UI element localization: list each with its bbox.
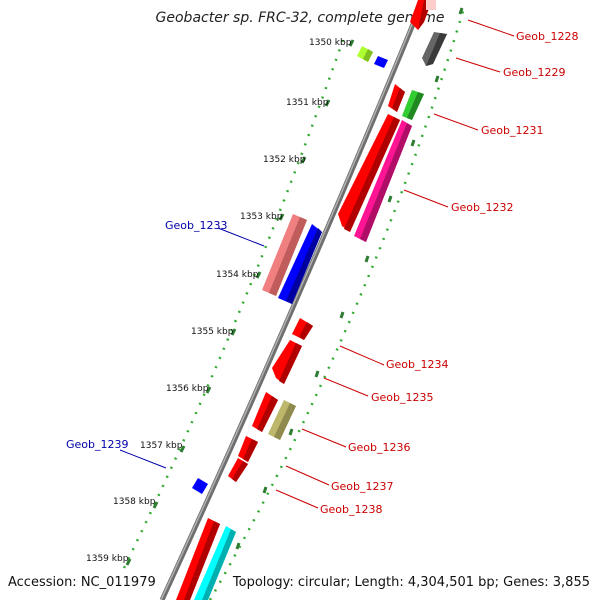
gene-arrow-geob-1239[interactable] (192, 478, 208, 494)
kbp-tick-label: 1357 kbp (140, 441, 183, 451)
gene-arrow-shade (360, 123, 412, 242)
leader-line (467, 19, 515, 37)
leader-line (433, 113, 479, 131)
gene-label-geob-1239[interactable]: Geob_1239 (66, 438, 129, 451)
gene-arrow-shade (274, 403, 296, 440)
kbp-tick-label: 1351 kbp (286, 98, 329, 108)
gene-label-geob-1237[interactable]: Geob_1237 (331, 480, 394, 493)
kbp-tick-label: 1355 kbp (191, 327, 234, 337)
gene-label-geob-1235[interactable]: Geob_1235 (371, 391, 434, 404)
leader-line (285, 465, 330, 486)
kbp-tick-label: 1358 kbp (113, 497, 156, 507)
gene-arrow-shade (202, 529, 236, 600)
gene-label-geob-1228[interactable]: Geob_1228 (516, 30, 579, 43)
kbp-tick-label: 1350 kbp (309, 38, 352, 48)
gene-label-geob-1229[interactable]: Geob_1229 (503, 66, 566, 79)
leader-line (323, 377, 369, 397)
kbp-tick-label: 1353 kbp (240, 212, 283, 222)
scale-track-left (122, 39, 345, 569)
kbp-tick-marks-right (235, 7, 464, 550)
gene-label-geob-1232[interactable]: Geob_1232 (451, 201, 514, 214)
accession-label: Accession: NC_011979 (8, 575, 156, 590)
gene-arrow-shade (426, 33, 447, 66)
genome-summary-label: Topology: circular; Length: 4,304,501 bp… (232, 575, 590, 590)
gene-arrow-shade (232, 461, 248, 482)
gene-label-geob-1236[interactable]: Geob_1236 (348, 441, 411, 454)
leader-line (275, 489, 319, 509)
gene-arrow-highlight (426, 0, 436, 10)
gene-arrow-shade (279, 343, 302, 384)
kbp-tick-marks-left (125, 39, 355, 566)
leader-line (217, 227, 265, 247)
leader-line (301, 428, 347, 448)
leader-line (403, 189, 449, 208)
kbp-tick-label: 1354 kbp (216, 270, 259, 280)
gene-label-geob-1233[interactable]: Geob_1233 (165, 219, 228, 232)
genome-backbone (159, 0, 426, 600)
gene-arrow-shade (363, 49, 373, 62)
leader-line (455, 57, 501, 73)
gene-arrow-shade (184, 521, 220, 600)
leader-line (119, 449, 167, 469)
gene-arrow-small-blue[interactable] (374, 56, 388, 68)
gene-arrow-shade (269, 217, 307, 296)
gene-arrow-shade (407, 92, 424, 120)
gene-arrow-shade (257, 396, 278, 432)
gene-arrow-shade (392, 88, 405, 112)
gene-arrow-shade (299, 322, 313, 340)
leader-line (339, 345, 385, 366)
map-title: Geobacter sp. FRC-32, complete genome (156, 10, 445, 26)
gene-arrow-shade (243, 439, 258, 462)
gene-arrow-shade (344, 117, 400, 232)
kbp-tick-label: 1356 kbp (166, 384, 209, 394)
kbp-tick-label: 1359 kbp (86, 554, 129, 564)
kbp-tick-label: 1352 kbp (263, 155, 306, 165)
scale-track-right (208, 7, 466, 600)
gene-label-geob-1238[interactable]: Geob_1238 (320, 503, 383, 516)
genome-backbone-highlight (160, 0, 423, 600)
gene-label-geob-1231[interactable]: Geob_1231 (481, 124, 544, 137)
gene-label-geob-1234[interactable]: Geob_1234 (386, 358, 449, 371)
gene-arrow-shade (286, 228, 322, 304)
